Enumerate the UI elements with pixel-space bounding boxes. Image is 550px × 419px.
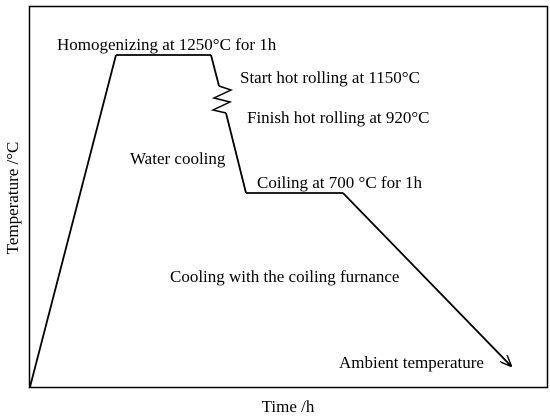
plot-frame [28, 5, 549, 389]
start-hot-rolling-label: Start hot rolling at 1150°C [240, 68, 420, 87]
hot-rolling-zigzag [210, 85, 234, 114]
y-axis-label: Temperature /°C [3, 142, 22, 255]
finish-hot-rolling-label: Finish hot rolling at 920°C [247, 108, 429, 127]
pre-rolling-line [210, 54, 220, 87]
water-cooling-line [225, 112, 247, 194]
ambient-temperature-label: Ambient temperature [339, 353, 484, 372]
x-axis-label: Time /h [262, 397, 315, 416]
water-cooling-label: Water cooling [130, 149, 226, 168]
homogenizing-label: Homogenizing at 1250°C for 1h [57, 35, 277, 54]
furnace-cooling-arrow [342, 192, 511, 366]
furnace-cooling-label: Cooling with the coiling furnance [170, 267, 399, 286]
coiling-label: Coiling at 700 °C for 1h [257, 173, 422, 192]
heating-line [29, 54, 117, 388]
